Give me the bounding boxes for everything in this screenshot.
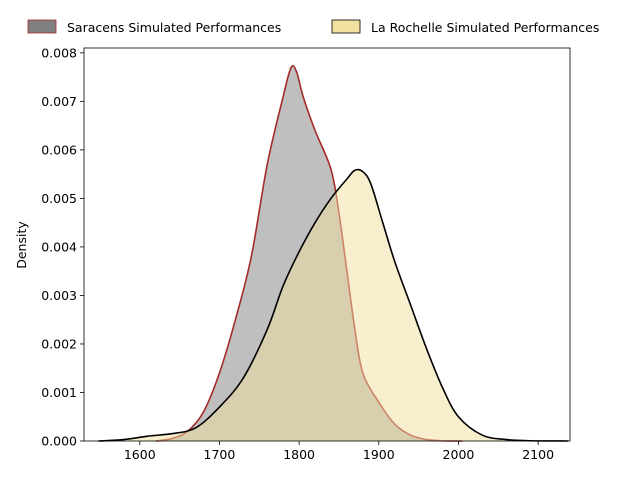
x-tick-label: 1900 [363, 447, 395, 462]
y-axis-title: Density [14, 221, 29, 269]
density-line-1 [98, 168, 569, 442]
y-tick-label: 0.001 [41, 385, 77, 400]
x-tick-label: 1800 [283, 447, 315, 462]
x-tick-label: 1600 [124, 447, 156, 462]
y-tick-label: 0.006 [41, 142, 77, 157]
y-tick-label: 0.003 [41, 288, 77, 303]
y-tick-label: 0.002 [41, 336, 77, 351]
legend: Saracens Simulated Performances La Roche… [27, 19, 599, 35]
x-tick-label: 2100 [522, 447, 554, 462]
y-tick-label: 0.004 [41, 239, 77, 254]
y-tick-label: 0.008 [41, 45, 77, 60]
y-tick-label: 0.005 [41, 191, 77, 206]
plot-area [98, 64, 569, 442]
legend-swatch-saracens [27, 19, 57, 34]
x-axis: 1600 1700 1800 1900 2000 2100 [124, 441, 554, 462]
legend-label-la-rochelle: La Rochelle Simulated Performances [371, 20, 599, 35]
plot-frame [83, 47, 571, 442]
y-tick-label: 0.000 [41, 434, 77, 449]
density-area-1 [98, 169, 569, 442]
x-tick-label: 1700 [204, 447, 236, 462]
x-tick-label: 2000 [443, 447, 475, 462]
legend-swatch-la-rochelle [331, 19, 361, 34]
legend-label-saracens: Saracens Simulated Performances [67, 20, 281, 35]
y-axis: 0.000 0.001 0.002 0.003 0.004 0.005 0.006 0.007… [41, 45, 84, 449]
y-tick-label: 0.007 [41, 94, 77, 109]
